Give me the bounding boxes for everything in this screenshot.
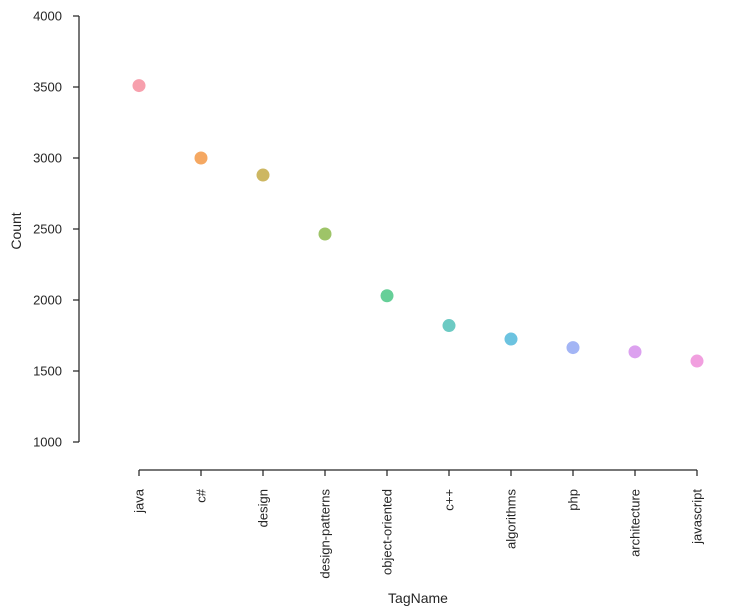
x-tick-label: design bbox=[256, 489, 271, 527]
y-tick-label: 1000 bbox=[33, 435, 62, 450]
x-tick-label: architecture bbox=[628, 489, 643, 557]
data-points bbox=[132, 79, 704, 368]
x-axis: java c# design design-patterns object-orient… bbox=[132, 469, 705, 579]
data-point-design bbox=[256, 168, 270, 182]
y-tick-label: 3000 bbox=[33, 151, 62, 166]
y-axis: 1000 1500 2000 2500 3000 3500 4000 bbox=[33, 9, 80, 450]
data-point-object-oriented bbox=[380, 289, 394, 303]
x-tick-label: php bbox=[566, 489, 581, 511]
x-tick-label: c++ bbox=[442, 489, 457, 511]
x-tick-label: javascript bbox=[690, 489, 705, 545]
y-axis-title: Count bbox=[8, 212, 24, 249]
y-tick-label: 2500 bbox=[33, 222, 62, 237]
data-point-architecture bbox=[628, 345, 642, 359]
x-tick-label: java bbox=[132, 488, 147, 514]
data-point-php bbox=[566, 341, 580, 355]
x-tick-label: algorithms bbox=[504, 489, 519, 549]
data-point-design-patterns bbox=[318, 227, 332, 241]
x-tick-label: object-oriented bbox=[380, 489, 395, 575]
data-point-c- bbox=[194, 151, 208, 165]
x-tick-label: design-patterns bbox=[318, 489, 333, 579]
x-axis-title: TagName bbox=[388, 590, 448, 606]
y-tick-label: 1500 bbox=[33, 364, 62, 379]
data-point-javascript bbox=[690, 354, 704, 368]
data-point-java bbox=[132, 79, 146, 93]
y-tick-label: 2000 bbox=[33, 293, 62, 308]
y-tick-label: 4000 bbox=[33, 9, 62, 24]
data-point-c- bbox=[442, 319, 456, 333]
y-tick-label: 3500 bbox=[33, 80, 62, 95]
x-tick-label: c# bbox=[194, 488, 209, 503]
data-point-algorithms bbox=[504, 332, 518, 346]
